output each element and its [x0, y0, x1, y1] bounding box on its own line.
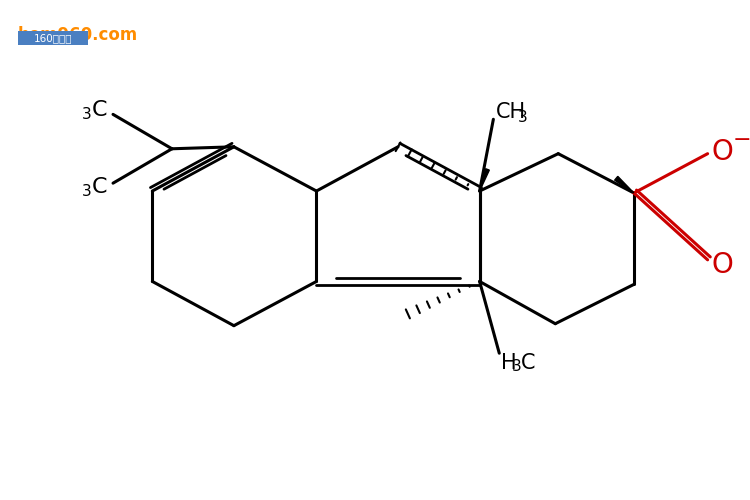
Text: H: H [501, 353, 517, 373]
Text: CH: CH [496, 102, 526, 122]
Text: 160化工网: 160化工网 [34, 32, 72, 42]
Text: 3: 3 [512, 360, 522, 374]
Text: $_3$C: $_3$C [81, 176, 108, 199]
Polygon shape [615, 176, 634, 193]
FancyBboxPatch shape [18, 31, 88, 44]
Text: O: O [712, 138, 734, 166]
Text: 3: 3 [518, 110, 528, 125]
Text: hem960.com: hem960.com [18, 26, 138, 44]
Text: −: − [732, 130, 750, 150]
Text: $_3$C: $_3$C [81, 98, 108, 122]
Text: O: O [712, 250, 734, 278]
Polygon shape [479, 168, 489, 191]
Text: C: C [521, 353, 536, 373]
